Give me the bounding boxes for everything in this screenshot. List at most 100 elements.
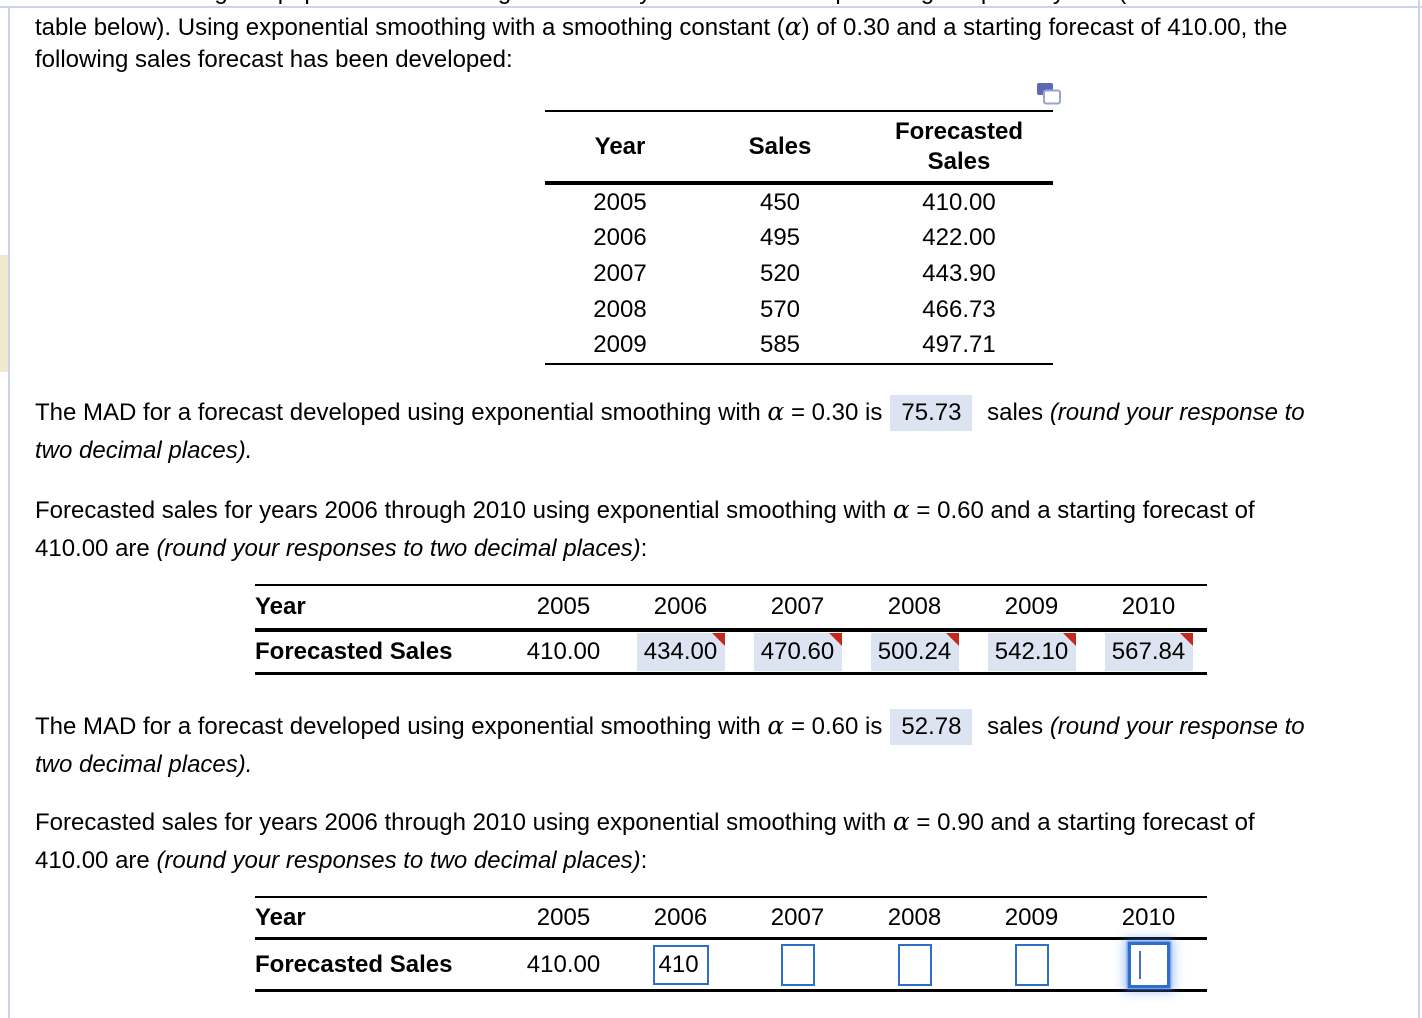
table-rule: [255, 989, 1207, 992]
mad-030-answer-value: 75.73: [890, 395, 973, 431]
cell-forecast: 466.73: [922, 295, 996, 323]
table-row: 2008 570 466.73: [545, 292, 1053, 328]
row-label-year: Year: [255, 593, 306, 620]
clipped-text-line: Sales of Volkswagen's popular Beetle hav…: [33, 0, 1408, 13]
cell-year: 2006: [593, 224, 647, 252]
mad-060-answer-value: 52.78: [890, 709, 973, 745]
cell-year: 2005: [593, 188, 647, 216]
cell-year: 2008: [593, 295, 647, 323]
answer-2008[interactable]: 500.24: [870, 633, 959, 671]
f060-line2-end: :: [640, 535, 648, 562]
initial-forecast-value: 410.00: [526, 950, 601, 978]
mad-060-after: sales: [980, 713, 1050, 740]
col-header-sales: Sales: [748, 132, 812, 160]
cell-forecast: 410.00: [922, 188, 996, 216]
intro-paragraph: table below). Using exponential smoothin…: [35, 11, 1287, 76]
alpha-symbol: α: [892, 807, 910, 836]
mad-060-round-note: (round your response to: [1049, 713, 1305, 740]
table-rule: [255, 584, 1207, 586]
duplicate-window-icon[interactable]: [1033, 82, 1063, 109]
year-2005: 2005: [536, 903, 591, 931]
answer-2009[interactable]: 542.10: [987, 633, 1076, 671]
cell-sales: 520: [759, 259, 801, 287]
year-2010: 2010: [1121, 903, 1176, 931]
f060-round-note: (round your responses to two decimal pla…: [156, 535, 641, 562]
text-cursor: [1138, 950, 1141, 979]
mad-030-mid: = 0.30 is: [784, 399, 883, 426]
forecast-input-2009[interactable]: [1014, 943, 1049, 986]
f090-line1-post: = 0.90 and a starting forecast of: [909, 809, 1255, 836]
mad-060-mid: = 0.60 is: [784, 713, 883, 740]
cell-forecast: 443.90: [922, 259, 996, 287]
year-2007: 2007: [770, 903, 825, 931]
f090-round-note: (round your responses to two decimal pla…: [156, 847, 641, 874]
mad-030-after: sales: [980, 399, 1050, 426]
year-2008: 2008: [887, 593, 942, 620]
year-2005: 2005: [536, 593, 591, 620]
cell-forecast: 497.71: [922, 331, 996, 359]
alpha-symbol: α: [892, 495, 910, 524]
f060-line1-post: = 0.60 and a starting forecast of: [909, 497, 1255, 524]
col-header-year: Year: [594, 132, 646, 160]
year-header-row: Year 2005 2006 2007 2008 2009 2010: [255, 586, 1207, 628]
answer-2007[interactable]: 470.60: [753, 633, 842, 671]
row-label-forecasted-sales: Forecasted Sales: [255, 950, 453, 978]
intro-line1-pre: table below). Using exponential smoothin…: [35, 14, 785, 41]
answer-2010[interactable]: 567.84: [1104, 633, 1193, 671]
intro-line2: following sales forecast has been develo…: [35, 46, 513, 73]
forecast-input-2007[interactable]: [780, 943, 815, 986]
margin-note-strip: [0, 255, 8, 372]
answer-2006[interactable]: 434.00: [636, 633, 725, 671]
cell-sales: 570: [759, 295, 801, 323]
alpha-symbol: α: [767, 397, 785, 426]
mad-060-line2: two decimal places).: [35, 751, 253, 778]
panel-right-border: [1418, 0, 1420, 1018]
mad-030-line2: two decimal places).: [35, 437, 253, 464]
f090-line1-pre: Forecasted sales for years 2006 through …: [35, 809, 893, 836]
table-rule: [255, 896, 1207, 898]
year-2009: 2009: [1004, 593, 1059, 620]
year-header-row: Year 2005 2006 2007 2008 2009 2010: [255, 898, 1207, 937]
f090-line2-end: :: [640, 847, 648, 874]
f060-line1-pre: Forecasted sales for years 2006 through …: [35, 497, 893, 524]
panel-top-border: [0, 6, 1422, 8]
alpha-symbol: α: [784, 12, 802, 41]
f090-line2-pre: 410.00 are: [35, 847, 157, 874]
table-row: 2006 495 422.00: [545, 221, 1053, 257]
panel-left-border: [8, 6, 10, 1018]
year-2006: 2006: [653, 593, 708, 620]
table-header-row: Year Sales Forecasted Sales: [545, 112, 1053, 181]
col-header-forecasted-sales: Forecasted Sales: [894, 117, 1024, 175]
table-row: 2007 520 443.90: [545, 256, 1053, 292]
mad-030-paragraph: The MAD for a forecast developed using e…: [35, 393, 1305, 470]
mad-060-paragraph: The MAD for a forecast developed using e…: [35, 707, 1305, 784]
sales-forecast-table: Year Sales Forecasted Sales 2005 450 410…: [545, 110, 1053, 365]
table-rule: [545, 362, 1053, 365]
forecast-input-2006[interactable]: [652, 944, 709, 985]
intro-line1-post: ) of 0.30 and a starting forecast of 410…: [801, 14, 1288, 41]
row-label-forecasted-sales: Forecasted Sales: [255, 638, 453, 665]
forecast-input-2010[interactable]: [1127, 941, 1170, 988]
year-2006: 2006: [653, 903, 708, 931]
cell-sales: 495: [759, 224, 801, 252]
table-rule: [255, 937, 1207, 940]
year-2010: 2010: [1121, 593, 1176, 620]
alpha-symbol: α: [767, 711, 785, 740]
cell-sales: 450: [759, 188, 801, 216]
table-rule: [255, 628, 1207, 632]
cell-year: 2009: [593, 331, 647, 359]
forecast-input-2008[interactable]: [897, 943, 932, 986]
mad-030-round-note: (round your response to: [1049, 399, 1305, 426]
forecasted-sales-row: Forecasted Sales 410.00 434.00 470.60 50…: [255, 632, 1207, 672]
cell-sales: 585: [759, 331, 801, 359]
cell-year: 2007: [593, 259, 647, 287]
table-row: 2009 585 497.71: [545, 327, 1053, 363]
table-rule: [255, 672, 1207, 675]
year-2008: 2008: [887, 903, 942, 931]
year-2009: 2009: [1004, 903, 1059, 931]
forecasted-sales-input-row: Forecasted Sales 410.00: [255, 940, 1207, 989]
table-rule: [545, 181, 1053, 185]
row-label-year: Year: [255, 903, 306, 931]
forecast-090-paragraph: Forecasted sales for years 2006 through …: [35, 803, 1255, 880]
